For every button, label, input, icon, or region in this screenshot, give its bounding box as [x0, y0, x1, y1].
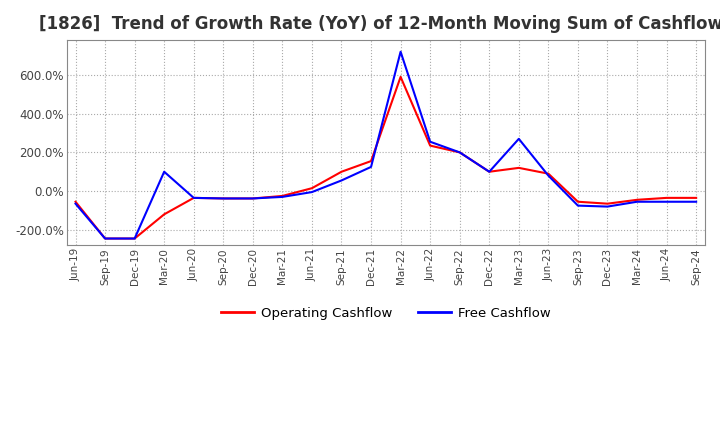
- Free Cashflow: [603, 204, 612, 209]
- Free Cashflow: [633, 199, 642, 205]
- Free Cashflow: [544, 173, 553, 178]
- Operating Cashflow: [248, 196, 257, 201]
- Free Cashflow: [574, 203, 582, 208]
- Operating Cashflow: [515, 165, 523, 171]
- Operating Cashflow: [544, 171, 553, 176]
- Operating Cashflow: [426, 143, 434, 148]
- Free Cashflow: [485, 169, 494, 174]
- Operating Cashflow: [337, 169, 346, 174]
- Free Cashflow: [130, 236, 139, 241]
- Operating Cashflow: [189, 195, 198, 201]
- Line: Free Cashflow: Free Cashflow: [76, 52, 696, 238]
- Free Cashflow: [692, 199, 701, 205]
- Operating Cashflow: [574, 199, 582, 205]
- Operating Cashflow: [71, 199, 80, 205]
- Free Cashflow: [71, 201, 80, 206]
- Legend: Operating Cashflow, Free Cashflow: Operating Cashflow, Free Cashflow: [216, 301, 556, 325]
- Operating Cashflow: [101, 236, 109, 241]
- Free Cashflow: [662, 199, 671, 205]
- Operating Cashflow: [396, 74, 405, 80]
- Title: [1826]  Trend of Growth Rate (YoY) of 12-Month Moving Sum of Cashflows: [1826] Trend of Growth Rate (YoY) of 12-…: [39, 15, 720, 33]
- Operating Cashflow: [130, 236, 139, 241]
- Operating Cashflow: [160, 212, 168, 217]
- Free Cashflow: [515, 136, 523, 142]
- Line: Operating Cashflow: Operating Cashflow: [76, 77, 696, 238]
- Free Cashflow: [160, 169, 168, 174]
- Free Cashflow: [396, 49, 405, 55]
- Free Cashflow: [455, 150, 464, 155]
- Free Cashflow: [337, 178, 346, 183]
- Free Cashflow: [278, 194, 287, 200]
- Operating Cashflow: [307, 186, 316, 191]
- Operating Cashflow: [278, 193, 287, 198]
- Operating Cashflow: [692, 195, 701, 201]
- Free Cashflow: [426, 139, 434, 144]
- Operating Cashflow: [603, 201, 612, 206]
- Free Cashflow: [307, 190, 316, 195]
- Free Cashflow: [101, 236, 109, 241]
- Operating Cashflow: [662, 195, 671, 201]
- Free Cashflow: [366, 164, 375, 169]
- Operating Cashflow: [366, 158, 375, 164]
- Operating Cashflow: [633, 197, 642, 202]
- Operating Cashflow: [485, 169, 494, 174]
- Operating Cashflow: [455, 150, 464, 155]
- Free Cashflow: [189, 195, 198, 201]
- Free Cashflow: [219, 196, 228, 201]
- Operating Cashflow: [219, 196, 228, 201]
- Free Cashflow: [248, 196, 257, 201]
